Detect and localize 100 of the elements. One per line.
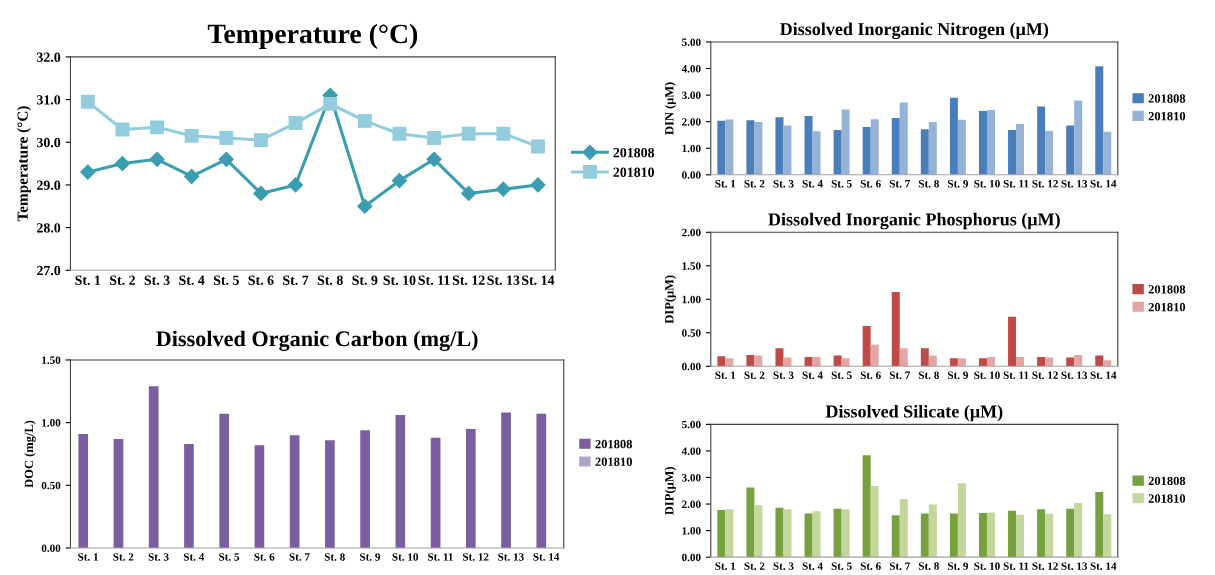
x-tick-label: St. 8 — [918, 562, 939, 570]
y-tick-label: 1.50 — [682, 262, 701, 270]
bar — [1037, 106, 1046, 175]
x-tick-label: St. 13 — [1061, 180, 1088, 188]
x-tick-label: St. 3 — [773, 562, 794, 570]
y-tick-label: 5.00 — [682, 420, 701, 429]
bar — [841, 358, 850, 367]
bar — [928, 504, 937, 558]
bar — [1103, 360, 1112, 367]
bar — [1103, 514, 1112, 558]
x-tick-label: St. 6 — [860, 180, 881, 188]
chart-title: Temperature (°C) — [207, 23, 418, 49]
bar — [833, 355, 842, 367]
x-tick-label: St. 8 — [324, 553, 345, 561]
point — [184, 128, 199, 143]
y-tick-label: 4.00 — [681, 447, 701, 455]
bar — [957, 358, 966, 367]
bar — [1066, 125, 1075, 175]
x-tick-label: St. 5 — [213, 275, 239, 285]
x-tick-label: St. 14 — [533, 553, 560, 561]
bar — [870, 119, 879, 175]
x-tick-label: St. 10 — [974, 371, 1000, 379]
x-tick-label: St. 2 — [113, 553, 134, 561]
y-tick-label: 0.50 — [41, 481, 61, 490]
bar — [148, 386, 159, 548]
x-tick-label: St. 2 — [744, 371, 765, 379]
bar — [899, 102, 908, 175]
y-tick-label: 0.00 — [41, 544, 61, 552]
x-tick-label: St. 1 — [75, 275, 101, 285]
x-tick-label: St. 11 — [1003, 180, 1029, 188]
bar — [812, 356, 821, 367]
bar — [775, 117, 784, 175]
point — [287, 177, 304, 193]
chart-title: Dissolved Organic Carbon (mg/L) — [156, 330, 478, 351]
x-tick-label: St. 6 — [254, 553, 275, 561]
x-tick-label: St. 9 — [360, 553, 381, 561]
x-tick-label: St. 3 — [773, 371, 794, 379]
chart-title: Dissolved Inorganic Phosphorus (μM) — [768, 212, 1060, 230]
y-tick-label: 1.00 — [42, 419, 61, 427]
y-axis-title: Temperature (°C) — [17, 106, 31, 222]
legend-label: 201810 — [1148, 494, 1186, 503]
bar — [986, 109, 995, 175]
point — [530, 139, 545, 154]
x-tick-label: St. 14 — [1090, 371, 1117, 379]
y-tick-label: 0.00 — [682, 553, 701, 562]
point — [80, 94, 95, 109]
bar — [1008, 129, 1017, 175]
bar — [920, 348, 929, 367]
x-tick-label: St. 14 — [1090, 562, 1117, 570]
point — [495, 181, 511, 197]
bar — [1095, 355, 1104, 367]
y-tick-label: 29.0 — [37, 180, 61, 190]
bar — [899, 348, 908, 367]
point — [461, 126, 476, 141]
bar — [928, 121, 937, 175]
legend-label: 201808 — [1148, 476, 1186, 486]
point — [427, 131, 442, 145]
y-tick-label: 27.0 — [37, 265, 61, 276]
point — [530, 177, 546, 193]
x-tick-label: St. 4 — [183, 553, 205, 561]
bar — [928, 355, 937, 367]
x-tick-label: St. 12 — [452, 275, 485, 285]
x-tick-label: St. 5 — [831, 180, 852, 188]
x-tick-label: St. 7 — [889, 180, 910, 188]
bar — [986, 512, 995, 558]
y-tick-label: 31.0 — [36, 95, 61, 105]
bar — [862, 126, 871, 175]
bar — [1008, 316, 1017, 367]
x-tick-label: St. 9 — [947, 371, 968, 379]
bar — [725, 358, 734, 367]
bar — [841, 509, 850, 558]
bar — [949, 97, 958, 175]
y-tick-label: 5.00 — [682, 38, 701, 46]
x-tick-label: St. 7 — [889, 562, 910, 570]
x-tick-label: St. 3 — [144, 275, 170, 285]
bar — [113, 438, 124, 548]
x-tick-label: St. 13 — [1061, 371, 1088, 379]
x-tick-label: St. 4 — [802, 180, 823, 188]
y-tick-label: 2.00 — [682, 118, 701, 126]
x-tick-label: St. 11 — [1003, 371, 1029, 379]
bar — [891, 291, 900, 367]
x-tick-label: St. 3 — [148, 553, 169, 561]
bar — [978, 111, 987, 175]
y-tick-label: 2.00 — [682, 228, 701, 237]
x-tick-label: St. 9 — [947, 180, 968, 188]
bar — [254, 445, 265, 548]
bar — [1103, 131, 1112, 175]
x-tick-label: St. 12 — [1032, 180, 1058, 188]
legend-label: 201808 — [1148, 285, 1186, 294]
legend-label: 201810 — [1148, 302, 1186, 312]
bar — [862, 326, 871, 367]
y-tick-label: 1.00 — [682, 527, 701, 535]
y-axis-title: DIP(μM) — [664, 275, 677, 324]
point — [114, 156, 130, 172]
bar — [833, 129, 842, 175]
bar — [360, 430, 370, 548]
bar — [1037, 509, 1046, 558]
x-tick-label: St. 5 — [831, 371, 852, 379]
point — [253, 185, 269, 202]
bar — [1016, 356, 1025, 367]
